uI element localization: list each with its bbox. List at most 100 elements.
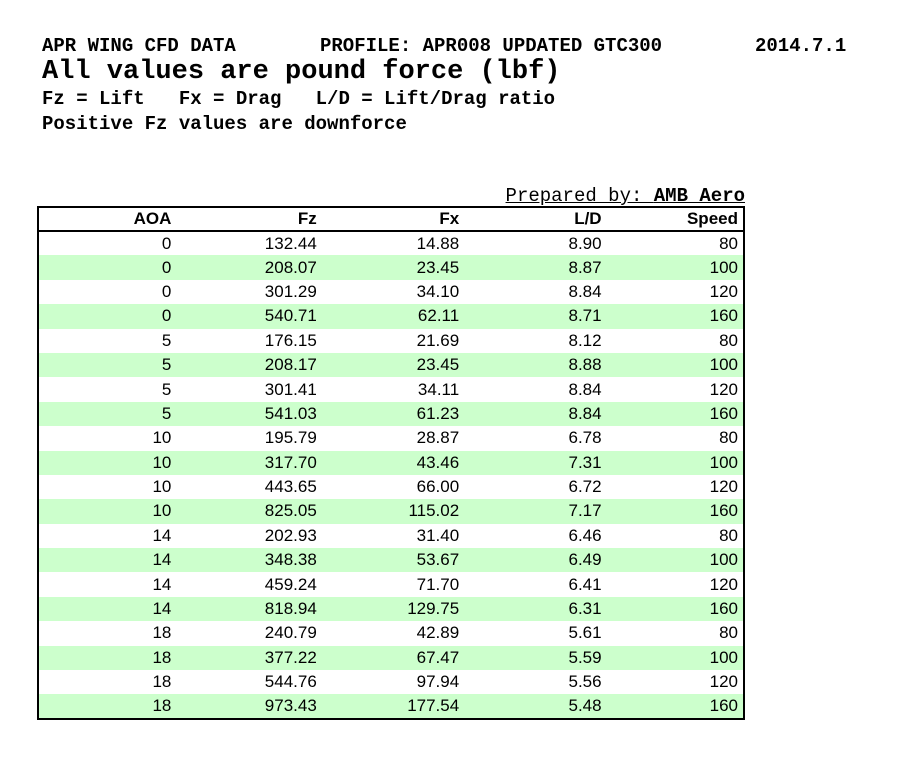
cell-aoa: 10 — [38, 499, 177, 524]
cell-aoa: 5 — [38, 401, 177, 427]
profile-info: PROFILE: APR008 UPDATED GTC300 — [320, 35, 663, 57]
cell-fz: 240.79 — [264, 623, 317, 643]
cell-speed: 120 — [709, 477, 738, 497]
cell-fz: 176.15 — [264, 330, 317, 350]
cell-aoa: 5 — [38, 352, 177, 378]
cell-fx: 62.11 — [321, 304, 465, 329]
cell-l-d: 6.78 — [568, 428, 602, 448]
prepared-by-label: Prepared by: — [505, 185, 654, 207]
cell-fz: 544.76 — [264, 672, 317, 692]
cell-fx: 34.10 — [416, 281, 460, 301]
column-header-l-d: L/D — [464, 207, 607, 231]
cell-aoa: 18 — [152, 672, 172, 692]
table-row: 18 544.76 97.94 5.56 120 — [38, 670, 744, 694]
cell-aoa: 10 — [152, 428, 172, 448]
cell-aoa: 14 — [38, 596, 177, 622]
cell-aoa: 10 — [152, 477, 172, 497]
table-row: 10 195.79 28.87 6.78 80 — [38, 426, 744, 450]
table-row: 18 377.22 67.47 5.59 100 — [38, 645, 744, 671]
cell-fz: 443.65 — [264, 477, 317, 497]
cell-fz: 348.38 — [176, 548, 322, 573]
cell-fx: 34.11 — [417, 379, 460, 399]
column-header-fx: Fx — [321, 207, 465, 231]
cell-fz: 540.71 — [176, 304, 322, 329]
cell-l-d: 5.48 — [464, 694, 607, 719]
report-title: APR WING CFD DATA — [42, 35, 236, 57]
column-header-speed: Speed — [606, 207, 744, 231]
cell-fz: 377.22 — [176, 645, 322, 671]
cell-speed: 80 — [719, 330, 738, 350]
cell-speed: 160 — [606, 694, 744, 719]
cell-fz: 208.07 — [176, 255, 322, 280]
cell-l-d: 6.41 — [568, 574, 602, 594]
cell-fx: 53.67 — [321, 548, 465, 573]
cell-l-d: 6.46 — [568, 525, 602, 545]
cell-l-d: 5.56 — [568, 672, 602, 692]
prepared-by: Prepared by: AMB Aero — [506, 185, 745, 207]
cell-l-d: 8.71 — [464, 304, 607, 329]
cell-fz: 818.94 — [176, 596, 322, 622]
cell-l-d: 8.88 — [464, 352, 607, 378]
cell-fx: 66.00 — [416, 477, 460, 497]
cell-fz: 459.24 — [264, 574, 317, 594]
cell-fz: 825.05 — [176, 499, 322, 524]
cell-l-d: 8.84 — [568, 379, 602, 399]
table-row: 0 132.44 14.88 8.90 80 — [38, 231, 744, 255]
cell-aoa: 18 — [152, 623, 172, 643]
cell-aoa: 0 — [161, 233, 172, 253]
cell-speed: 80 — [719, 233, 738, 253]
cell-l-d: 8.84 — [464, 401, 607, 427]
table-row: 18 973.43 177.54 5.48 160 — [38, 694, 744, 719]
table-row: 10 443.65 66.00 6.72 120 — [38, 475, 744, 499]
cell-l-d: 6.72 — [568, 477, 602, 497]
cell-l-d: 7.17 — [464, 499, 607, 524]
report-header-line: APR WING CFD DATA PROFILE: APR008 UPDATE… — [0, 35, 910, 57]
cell-aoa: 14 — [38, 548, 177, 573]
cell-fz: 195.79 — [264, 428, 317, 448]
table-row: 5 176.15 21.69 8.12 80 — [38, 329, 744, 353]
table-row: 5 301.41 34.11 8.84 120 — [38, 377, 744, 401]
table-row: 0 540.71 62.11 8.71 160 — [38, 304, 744, 329]
table-row: 14 348.38 53.67 6.49 100 — [38, 548, 744, 573]
table-row: 5 208.17 23.45 8.88 100 — [38, 352, 744, 378]
cell-speed: 120 — [709, 574, 738, 594]
table-row: 14 818.94 129.75 6.31 160 — [38, 596, 744, 622]
cell-fx: 23.45 — [321, 255, 465, 280]
prepared-by-value: AMB Aero — [653, 185, 745, 207]
cell-speed: 160 — [606, 304, 744, 329]
cell-fx: 28.87 — [416, 428, 460, 448]
cell-fx: 129.75 — [321, 596, 465, 622]
cell-fz: 208.17 — [176, 352, 322, 378]
cell-speed: 160 — [606, 499, 744, 524]
cell-l-d: 5.61 — [568, 623, 602, 643]
cell-l-d: 8.87 — [464, 255, 607, 280]
cell-aoa: 0 — [38, 304, 177, 329]
cell-speed: 80 — [719, 525, 738, 545]
cell-speed: 100 — [606, 450, 744, 475]
table-row: 5 541.03 61.23 8.84 160 — [38, 401, 744, 427]
table-row: 14 459.24 71.70 6.41 120 — [38, 572, 744, 596]
cell-aoa: 14 — [152, 525, 172, 545]
cell-speed: 100 — [606, 255, 744, 280]
cell-fz: 301.41 — [264, 379, 317, 399]
table-header-row: AOA Fz Fx L/D Speed — [38, 207, 744, 231]
report-date: 2014.7.1 — [755, 35, 847, 57]
table-row: 10 317.70 43.46 7.31 100 — [38, 450, 744, 475]
cell-l-d: 5.59 — [464, 645, 607, 671]
cell-speed: 120 — [709, 672, 738, 692]
cell-l-d: 8.12 — [568, 330, 602, 350]
column-header-fz: Fz — [176, 207, 322, 231]
cell-fz: 132.44 — [264, 233, 317, 253]
cell-speed: 120 — [709, 379, 738, 399]
cell-fx: 71.70 — [416, 574, 460, 594]
cell-fz: 202.93 — [264, 525, 317, 545]
table-row: 0 301.29 34.10 8.84 120 — [38, 280, 744, 304]
table-row: 0 208.07 23.45 8.87 100 — [38, 255, 744, 280]
cell-fx: 42.89 — [416, 623, 460, 643]
cell-aoa: 5 — [161, 330, 172, 350]
cell-speed: 160 — [606, 596, 744, 622]
cell-aoa: 5 — [161, 379, 172, 399]
cell-fz: 317.70 — [176, 450, 322, 475]
cell-fz: 973.43 — [176, 694, 322, 719]
cell-l-d: 8.90 — [568, 233, 602, 253]
